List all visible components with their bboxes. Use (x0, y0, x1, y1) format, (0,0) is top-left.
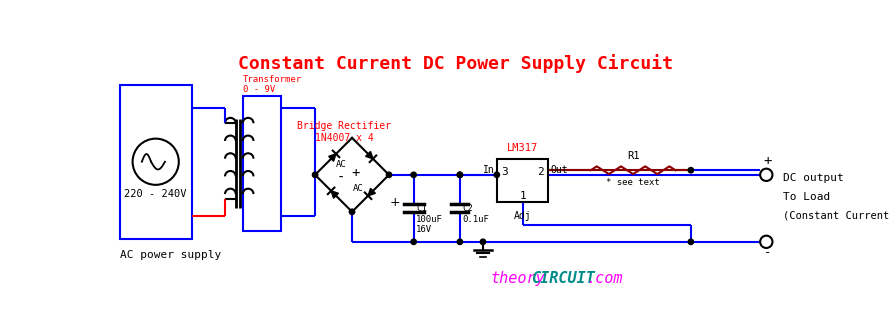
Circle shape (349, 209, 355, 214)
Text: +: + (389, 196, 400, 209)
Circle shape (760, 169, 773, 181)
Text: 3: 3 (501, 167, 509, 177)
Circle shape (411, 172, 416, 178)
Text: 220 - 240V: 220 - 240V (124, 189, 187, 199)
Circle shape (387, 172, 392, 178)
Bar (119, 85, 192, 239)
Text: 1: 1 (519, 191, 526, 201)
Text: C2
0.1uF: C2 0.1uF (462, 204, 489, 224)
Circle shape (760, 236, 773, 248)
Polygon shape (331, 191, 339, 198)
Circle shape (457, 172, 462, 178)
Text: -: - (765, 246, 772, 259)
Circle shape (688, 239, 693, 244)
Polygon shape (329, 154, 336, 161)
Text: Constant Current DC Power Supply Circuit: Constant Current DC Power Supply Circuit (238, 54, 674, 73)
Text: Adj: Adj (514, 211, 532, 221)
Circle shape (312, 172, 317, 178)
Text: To Load: To Load (783, 192, 830, 202)
Text: -: - (337, 171, 346, 185)
Text: .com: .com (586, 271, 622, 286)
Text: Bridge Rectifier
1N4007 x 4: Bridge Rectifier 1N4007 x 4 (297, 121, 391, 143)
Text: CIRCUIT: CIRCUIT (531, 271, 595, 286)
Circle shape (688, 168, 693, 173)
Text: Transformer
0 - 9V: Transformer 0 - 9V (243, 74, 302, 94)
Circle shape (457, 172, 462, 178)
Text: +: + (764, 154, 772, 168)
Text: Out: Out (550, 165, 568, 175)
Circle shape (480, 239, 485, 244)
Bar (497, 159, 549, 202)
Circle shape (457, 239, 462, 244)
Text: LM317: LM317 (507, 143, 538, 153)
Polygon shape (365, 151, 373, 159)
Text: (Constant Current): (Constant Current) (783, 210, 889, 220)
Text: R1: R1 (627, 151, 639, 161)
Polygon shape (368, 188, 375, 196)
Text: theory: theory (491, 271, 545, 286)
Text: DC output: DC output (783, 173, 844, 183)
Circle shape (132, 139, 179, 185)
Circle shape (411, 239, 416, 244)
Text: AC: AC (353, 184, 364, 193)
Text: * see text: * see text (606, 178, 660, 187)
Circle shape (494, 172, 500, 178)
Text: 2: 2 (537, 167, 544, 177)
Text: AC power supply: AC power supply (119, 249, 220, 260)
Bar (243, 96, 281, 231)
Text: AC: AC (336, 160, 347, 169)
Text: +: + (351, 166, 359, 180)
Text: C1
100uF
16V: C1 100uF 16V (416, 204, 443, 234)
Text: In: In (483, 165, 494, 175)
